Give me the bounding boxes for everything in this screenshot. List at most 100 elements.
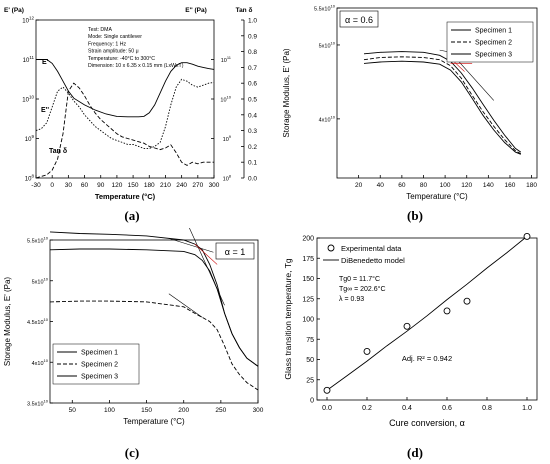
- x-tick-label: 100: [440, 182, 451, 189]
- y-mid-axis-label: E'' (Pa): [185, 7, 207, 14]
- legend-item: Experimental data: [341, 244, 402, 253]
- chart-panel-b: 20 40 60 80 100 120 140 160 180 Temperature (°C) 4…: [275, 0, 550, 210]
- x-tick-label: 180: [526, 182, 537, 189]
- chart-c: 50 100 150 200 250 300 Temperature (°C) 3.5x101…: [3, 223, 264, 426]
- data-point: [323, 386, 331, 394]
- x-axis-label: Temperature (°C): [95, 192, 156, 201]
- legend-item: Specimen 3: [475, 52, 512, 59]
- x-tick-label: -30: [31, 182, 41, 189]
- tangent-line: [168, 238, 214, 253]
- legend-box: [52, 343, 140, 385]
- series-line-specimen-2: [49, 300, 259, 391]
- y-tick-label: 150: [302, 276, 314, 283]
- y-right-tick-label: 0.2: [248, 144, 257, 151]
- x-tick-label: 120: [461, 182, 472, 189]
- curve-label-tan-delta: Tan δ: [49, 148, 67, 155]
- y-right-tick-label: 0.5: [248, 97, 257, 104]
- x-tick-label: 140: [483, 182, 494, 189]
- series-line-specimen-3: [49, 231, 259, 367]
- series-line-tan-delta: [35, 82, 214, 179]
- x-tick-label: 250: [215, 407, 226, 414]
- legend-box: [446, 21, 534, 63]
- panel-label-d: (d): [407, 445, 423, 460]
- series-line-e-prime: [36, 59, 215, 118]
- y-tick-label: 100: [302, 317, 314, 324]
- legend-item: DiBenedetto model: [341, 256, 405, 265]
- chart-a: -30 0 30 60 90 120 150 180 210 240 270 300 Temperatu…: [4, 7, 257, 201]
- y-mid-tick-label: 1011: [221, 55, 232, 64]
- x-tick-label: 150: [141, 407, 152, 414]
- y-tick-label: 5x1010: [32, 276, 49, 285]
- x-tick-label: 40: [377, 182, 385, 189]
- x-tick-label: 160: [505, 182, 516, 189]
- y-right-tick-label: 0.3: [248, 128, 257, 135]
- y-tick-label: 4x1010: [32, 358, 49, 367]
- x-tick-label: 150: [128, 182, 139, 189]
- y-left-axis-label: E' (Pa): [4, 7, 24, 14]
- y-axis-label: Glass transition temperature, Tg: [283, 258, 293, 380]
- panel-label-c: (c): [124, 445, 140, 460]
- y-tick-label: 200: [302, 236, 314, 243]
- tangent-line: [187, 223, 225, 306]
- x-tick-label: 0.2: [362, 405, 372, 412]
- y-tick-label: 5.5x1010: [314, 4, 336, 13]
- chart-panel-a: -30 0 30 60 90 120 150 180 210 240 270 300 Temperatu…: [0, 0, 275, 210]
- x-tick-label: 180: [144, 182, 155, 189]
- test-info-line: Temperature: -40°C to 300°C: [88, 56, 155, 62]
- x-tick-label: 50: [69, 407, 77, 414]
- test-info-line: Mode: Single cantilever: [88, 34, 142, 40]
- panel-label-b: (b): [407, 208, 423, 223]
- model-parameter: λ = 0.93: [339, 296, 364, 303]
- x-tick-label: 0.6: [442, 405, 452, 412]
- y-left-tick-label: 109: [25, 134, 35, 143]
- plot-frame: [336, 7, 538, 179]
- x-tick-label: 200: [178, 407, 189, 414]
- y-right-tick-label: 0.7: [248, 65, 257, 72]
- series-line-specimen-3: [363, 60, 521, 155]
- y-tick-label: 175: [302, 256, 314, 263]
- model-parameter: Tg0 = 11.7°C: [339, 275, 380, 283]
- test-info-line: Strain amplitude: 50 μ: [88, 49, 139, 55]
- y-tick-label: 5.5x1010: [27, 236, 49, 245]
- model-parameter: Tg∞ = 202.6°C: [339, 285, 386, 293]
- y-mid-tick-label: 109: [223, 134, 232, 143]
- legend-marker: [327, 244, 335, 252]
- x-tick-label: 210: [160, 182, 171, 189]
- y-tick-label: 0: [310, 398, 314, 405]
- x-tick-label: 240: [176, 182, 187, 189]
- data-point: [463, 297, 471, 305]
- y-right-tick-label: 0.4: [248, 112, 257, 119]
- y-axis-label: Storage Modulus, E' (Pa): [3, 277, 12, 366]
- y-right-tick-label: 0.8: [248, 49, 257, 56]
- x-tick-label: 60: [398, 182, 406, 189]
- y-right-tick-label: 0.9: [248, 33, 257, 40]
- chart-panel-d: 0.0 0.2 0.4 0.6 0.8 1.0 Cure conversion, α 0 25 5…: [275, 228, 550, 440]
- x-tick-label: 120: [111, 182, 122, 189]
- x-axis-label: Cure conversion, α: [389, 418, 465, 428]
- test-info-line: Dimension: 10 x 6.35 x 0.15 mm (LxWxT): [88, 63, 184, 69]
- data-point: [443, 307, 451, 315]
- y-right-tick-label: 0.0: [248, 176, 257, 183]
- y-right-axis-label: Tan δ: [236, 7, 253, 14]
- y-tick-label: 125: [302, 296, 314, 303]
- y-left-tick-label: 1012: [22, 16, 34, 25]
- y-left-tick-label: 1010: [22, 95, 34, 104]
- y-right-tick-label: 1.0: [248, 18, 257, 25]
- x-axis-label: Temperature (°C): [123, 417, 185, 426]
- y-tick-label: 50: [306, 357, 314, 364]
- series-line-specimen-1: [363, 51, 522, 153]
- y-tick-label: 5x1010: [319, 40, 336, 49]
- data-point: [523, 232, 531, 240]
- y-tick-label: 25: [306, 377, 314, 384]
- panel-label-a: (a): [124, 208, 140, 223]
- x-tick-label: 0.4: [402, 405, 412, 412]
- x-tick-label: 20: [355, 182, 363, 189]
- legend-item: Specimen 2: [81, 362, 118, 369]
- chart-d: 0.0 0.2 0.4 0.6 0.8 1.0 Cure conversion, α 0 25 5…: [283, 232, 538, 428]
- y-tick-label: 4.5x1010: [27, 317, 49, 326]
- chart-title: α = 1: [225, 247, 245, 257]
- y-right-tick-label: 0.1: [248, 160, 257, 167]
- y-right-tick-label: 0.6: [248, 81, 257, 88]
- legend-item: Specimen 2: [475, 40, 512, 47]
- x-axis-label: Temperature (°C): [406, 192, 468, 201]
